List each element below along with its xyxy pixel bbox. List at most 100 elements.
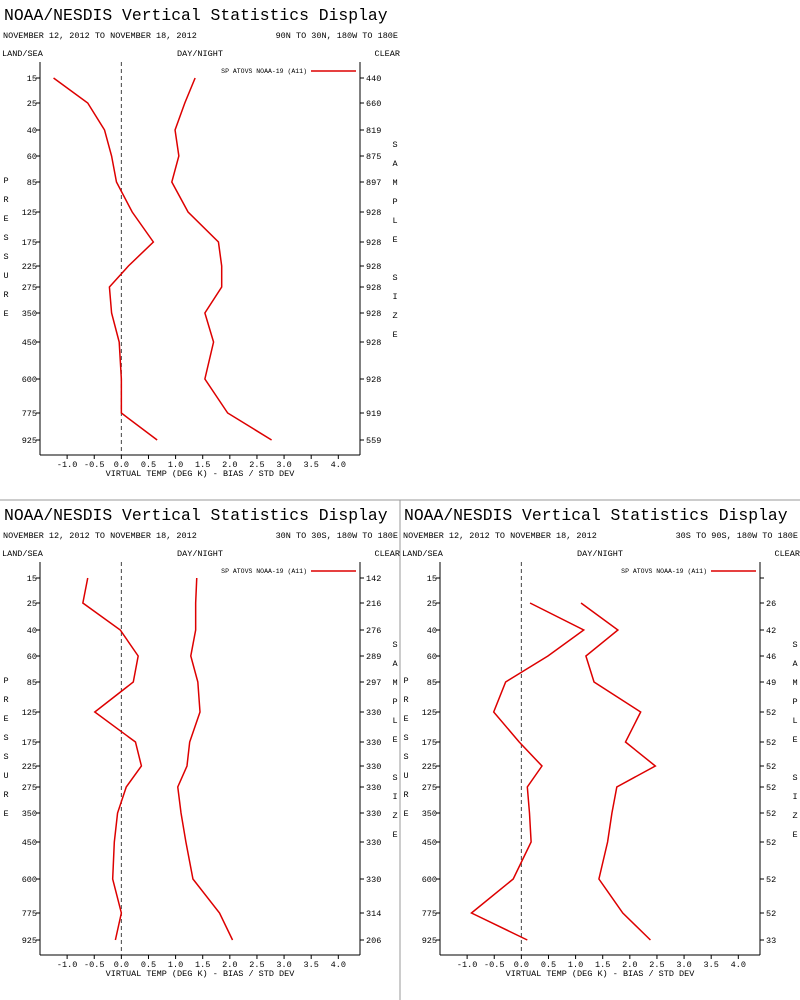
y-tick-label: 925 xyxy=(422,936,437,946)
sample-size: 660 xyxy=(366,99,381,109)
sample-size: 297 xyxy=(366,678,381,688)
sample-size: 142 xyxy=(366,574,381,584)
sample-size: 52 xyxy=(766,708,776,718)
clear-label: CLEAR xyxy=(374,49,400,59)
y-tick-label: 775 xyxy=(422,909,437,919)
y-tick-label: 175 xyxy=(22,238,37,248)
y-tick-label: 125 xyxy=(422,708,437,718)
y-tick-label: 60 xyxy=(27,152,37,162)
std-dev-line xyxy=(580,602,657,941)
legend-label: SP ATOVS NOAA-19 (A11) xyxy=(221,68,307,75)
sample-size: 928 xyxy=(366,375,381,385)
y-tick-label: 40 xyxy=(27,626,37,636)
y-tick-label: 15 xyxy=(27,574,37,584)
x-tick-label: 3.0 xyxy=(276,460,291,470)
sample-size: 330 xyxy=(366,875,381,885)
x-tick-label: 3.0 xyxy=(676,960,691,970)
x-tick-label: 4.0 xyxy=(331,460,346,470)
y-tick-label: 60 xyxy=(427,652,437,662)
bias-line xyxy=(82,577,143,941)
x-tick-label: 1.5 xyxy=(195,460,210,470)
std-dev-line xyxy=(176,577,234,941)
sample-size: 52 xyxy=(766,783,776,793)
y-tick-label: 775 xyxy=(22,409,37,419)
sample-size: 928 xyxy=(366,338,381,348)
sample-size: 928 xyxy=(366,283,381,293)
x-tick-label: -0.5 xyxy=(84,460,104,470)
sample-size: 52 xyxy=(766,838,776,848)
x-tick-label: -0.5 xyxy=(84,960,104,970)
x-tick-label: 3.0 xyxy=(276,960,291,970)
sample-size: 49 xyxy=(766,678,776,688)
y-tick-label: 225 xyxy=(22,262,37,272)
y-tick-label: 125 xyxy=(22,208,37,218)
y-tick-label: 175 xyxy=(422,738,437,748)
sample-size: 928 xyxy=(366,262,381,272)
y-tick-label: 225 xyxy=(422,762,437,772)
sample-size: 52 xyxy=(766,809,776,819)
x-tick-label: 3.5 xyxy=(304,460,319,470)
y-tick-label: 60 xyxy=(27,652,37,662)
date-range: NOVEMBER 12, 2012 TO NOVEMBER 18, 2012 xyxy=(403,531,597,541)
y-tick-label: 275 xyxy=(422,783,437,793)
x-tick-label: 0.0 xyxy=(514,960,529,970)
y-tick-label: 25 xyxy=(427,599,437,609)
x-tick-label: 4.0 xyxy=(331,960,346,970)
std-dev-line xyxy=(170,77,272,441)
y-tick-label: 25 xyxy=(27,599,37,609)
date-range: NOVEMBER 12, 2012 TO NOVEMBER 18, 2012 xyxy=(3,531,197,541)
sample-size: 928 xyxy=(366,238,381,248)
sample-size: 42 xyxy=(766,626,776,636)
y-tick-label: 40 xyxy=(427,626,437,636)
y-tick-label: 450 xyxy=(422,838,437,848)
x-tick-label: 2.0 xyxy=(622,960,637,970)
y2-axis-label: SAMPLE SIZE xyxy=(390,140,400,349)
sample-size: 289 xyxy=(366,652,381,662)
date-range: NOVEMBER 12, 2012 TO NOVEMBER 18, 2012 xyxy=(3,31,197,41)
x-axis-label: VIRTUAL TEMP (DEG K) - BIAS / STD DEV xyxy=(106,969,296,979)
sample-size: 33 xyxy=(766,936,776,946)
y-tick-label: 85 xyxy=(27,678,37,688)
x-tick-label: -1.0 xyxy=(57,960,77,970)
sample-size: 276 xyxy=(366,626,381,636)
region: 90N TO 30N, 180W TO 180E xyxy=(276,31,398,41)
x-tick-label: 2.5 xyxy=(249,460,264,470)
sample-size: 330 xyxy=(366,738,381,748)
x-axis-label: VIRTUAL TEMP (DEG K) - BIAS / STD DEV xyxy=(506,969,696,979)
legend-label: SP ATOVS NOAA-19 (A11) xyxy=(221,568,307,575)
y-tick-label: 40 xyxy=(27,126,37,136)
x-tick-label: 2.0 xyxy=(222,960,237,970)
x-tick-label: 0.5 xyxy=(141,960,156,970)
x-tick-label: 1.5 xyxy=(195,960,210,970)
sample-size: 330 xyxy=(366,783,381,793)
sample-size: 330 xyxy=(366,809,381,819)
chart-title: NOAA/NESDIS Vertical Statistics Display xyxy=(4,506,388,525)
x-tick-label: -0.5 xyxy=(484,960,504,970)
y-tick-label: 600 xyxy=(422,875,437,885)
sample-size: 919 xyxy=(366,409,381,419)
chart-title: NOAA/NESDIS Vertical Statistics Display xyxy=(4,6,388,25)
x-tick-label: 2.0 xyxy=(222,460,237,470)
x-axis-label: VIRTUAL TEMP (DEG K) - BIAS / STD DEV xyxy=(106,469,296,479)
x-tick-label: 2.5 xyxy=(649,960,664,970)
sample-size: 52 xyxy=(766,909,776,919)
day-night-label: DAY/NIGHT xyxy=(577,549,623,559)
day-night-label: DAY/NIGHT xyxy=(177,49,223,59)
y-tick-label: 925 xyxy=(22,936,37,946)
land-sea-label: LAND/SEA xyxy=(402,549,444,559)
y-tick-label: 85 xyxy=(427,678,437,688)
y-tick-label: 15 xyxy=(427,574,437,584)
land-sea-label: LAND/SEA xyxy=(2,49,44,59)
x-tick-label: -1.0 xyxy=(57,460,77,470)
x-tick-label: 4.0 xyxy=(731,960,746,970)
sample-size: 206 xyxy=(366,936,381,946)
sample-size: 330 xyxy=(366,838,381,848)
clear-label: CLEAR xyxy=(374,549,400,559)
land-sea-label: LAND/SEA xyxy=(2,549,44,559)
y-tick-label: 925 xyxy=(22,436,37,446)
y2-axis-label: SAMPLE SIZE xyxy=(790,640,800,849)
y-tick-label: 775 xyxy=(22,909,37,919)
y-axis-label: PRESSURE xyxy=(1,676,11,828)
sample-size: 52 xyxy=(766,875,776,885)
